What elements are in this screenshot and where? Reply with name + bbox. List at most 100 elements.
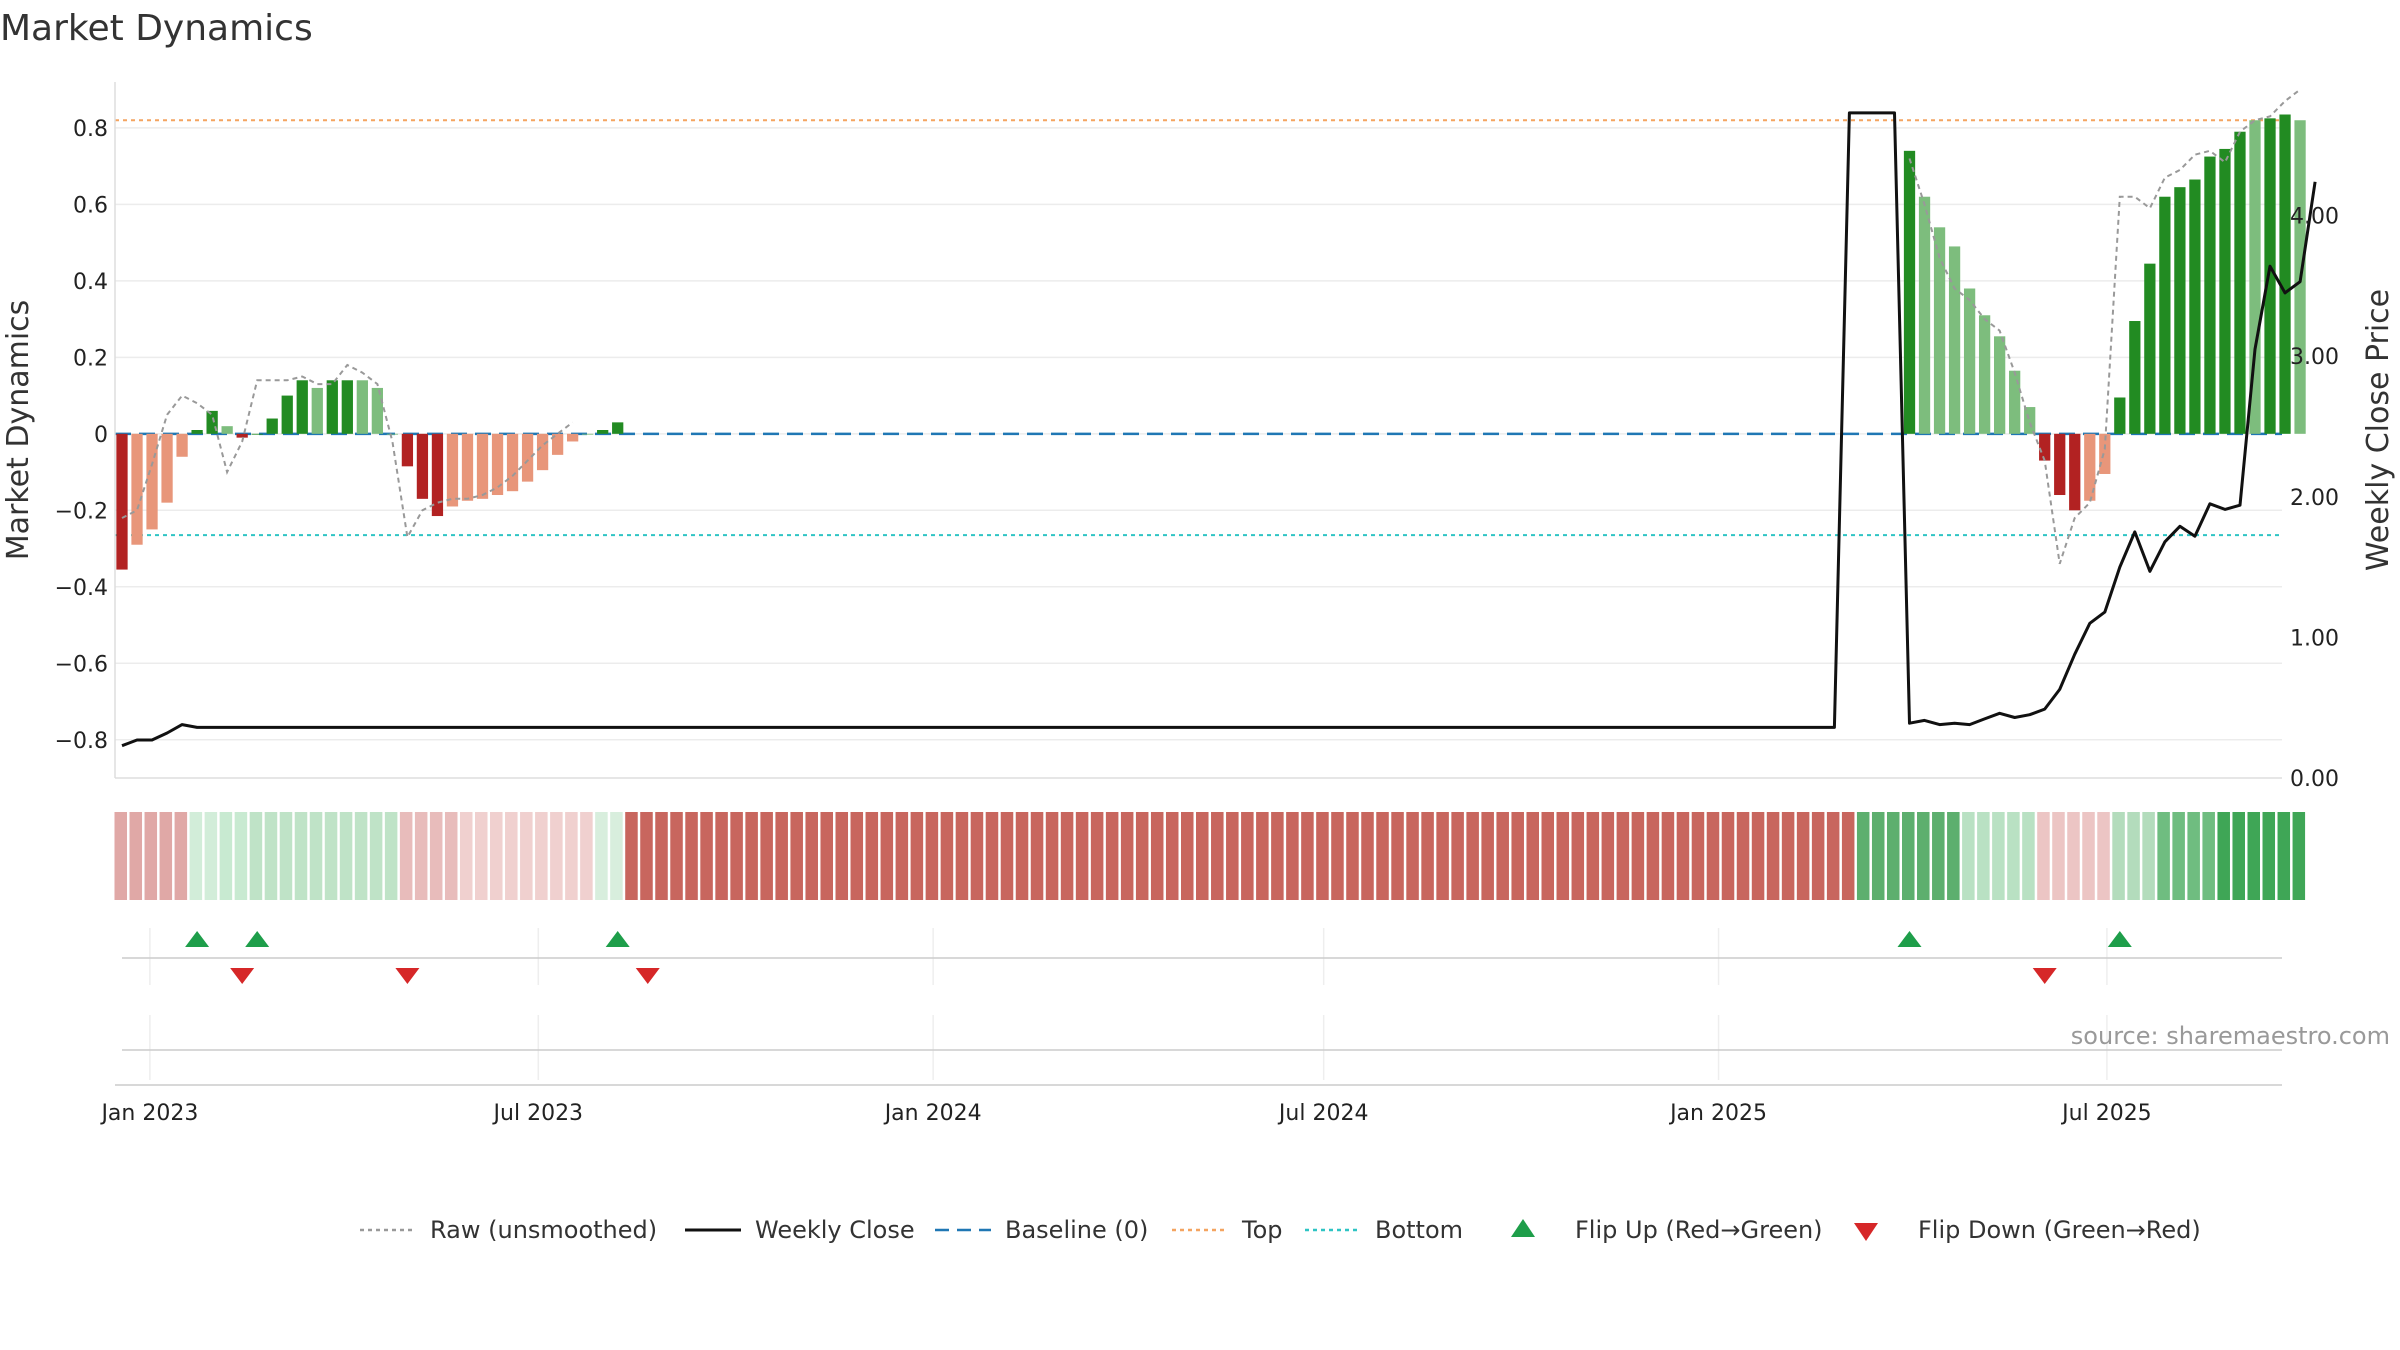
regime-cell [1601,812,1615,900]
regime-cell [1721,812,1735,900]
regime-cell [2067,812,2080,900]
dynamics-bar [597,430,609,434]
dynamics-bar [1978,315,1991,434]
dynamics-bar [311,387,323,434]
axes-layer: −0.8 −0.6 −0.4 −0.2 0 0.2 0.4 0.6 0.8 0.00 1.00 2.0… [1,82,2396,792]
regime-cell [429,812,443,900]
dynamics-bar [176,433,188,457]
regime-cell [2202,812,2215,900]
regime-cell [1286,812,1299,900]
dynamics-bar [386,433,399,435]
regime-cell [940,812,954,900]
regime-cell [790,812,803,900]
regime-cell [805,812,818,900]
y-tick-label: −0.4 [55,576,108,601]
regime-cell [2217,812,2230,900]
dynamics-bar [206,410,218,434]
legend-item: Flip Up (Red→Green) [1511,1216,1823,1244]
regime-cell [1646,812,1660,900]
legend: Raw (unsmoothed) Weekly Close Baseline (0)… [360,1216,2201,1244]
flip-up-marker [185,931,210,947]
regime-cell [1571,812,1585,900]
dynamics-bar [161,433,173,503]
regime-cell [520,812,533,900]
regime-cell [264,812,278,900]
regime-cell [730,812,743,900]
regime-cell [1751,812,1765,900]
dynamics-bar [2189,179,2201,434]
chart-title: Market Dynamics [0,8,313,49]
regime-cell [294,812,308,900]
x-tick-label: Jul 2023 [492,1101,584,1126]
regime-cell [2157,812,2170,900]
dynamics-bar [371,387,383,434]
dynamics-bar [221,426,233,434]
dynamics-bar [2234,131,2246,434]
regime-cell [1977,812,1990,900]
dynamics-bar [146,433,158,530]
legend-item: Bottom [1305,1216,1463,1244]
regime-cell [820,812,834,900]
raw-series-line [1908,88,2301,565]
dynamics-bar [536,433,549,471]
regime-cell [2097,812,2110,900]
regime-cell [399,812,413,900]
regime-cell [1451,812,1464,900]
weekly-close-layer [121,111,2317,748]
regime-cell [1796,812,1810,900]
regime-cell [129,812,143,900]
source-note: source: sharemaestro.com [2071,1022,2390,1050]
dynamics-bar [491,433,504,496]
regime-cell [2052,812,2065,900]
dynamics-bar [2219,148,2231,434]
dynamics-bar [2144,263,2156,434]
regime-cell [910,812,924,900]
regime-cell [1947,812,1960,900]
dynamics-bar [521,433,534,482]
legend-label: Weekly Close [755,1216,915,1244]
regime-cell [550,812,563,900]
dynamics-bar [2084,433,2096,501]
y-axis-label: Market Dynamics [1,300,36,561]
flip-down-marker [2032,968,2057,984]
regime-cell [1406,812,1419,900]
regime-cell [279,812,293,900]
dynamics-bar [1918,196,1931,434]
regime-cell [1211,812,1224,900]
x-tick-label: Jan 2024 [883,1101,982,1126]
regime-cell [625,812,638,900]
flip-up-marker [245,931,270,947]
regime-cell [1871,812,1885,900]
regime-cell [1376,812,1389,900]
dynamics-bar [341,380,353,434]
regime-cell [474,812,488,900]
regime-cell [685,812,698,900]
regime-cell [1180,812,1194,900]
regime-cell [2232,812,2245,900]
dynamics-bar [431,433,444,517]
regime-cell [1886,812,1900,900]
regime-cell [850,812,864,900]
regime-cell [1962,812,1975,900]
regime-cell [1466,812,1479,900]
legend-flip-up-icon [1511,1219,1535,1237]
dynamics-bar [2249,120,2261,434]
regime-cell [925,812,939,900]
x-tick-label: Jan 2025 [1668,1101,1767,1126]
regime-cell [1075,812,1089,900]
y-tick-label: 0.8 [73,117,108,142]
legend-label: Baseline (0) [1005,1216,1148,1244]
regime-cell [2082,812,2095,900]
legend-item: Baseline (0) [935,1216,1148,1244]
y2-tick-label: 3.00 [2290,345,2339,370]
regime-cell [1331,812,1344,900]
dynamics-bar [2024,407,2036,434]
flip-up-marker [605,931,630,947]
dynamics-bar [416,433,429,499]
y-tick-label: 0.6 [73,193,108,218]
regime-cell [114,812,128,900]
x-axis: Jan 2023 Jul 2023 Jan 2024 Jul 2024 Jan 2025… [99,1101,2151,1126]
regime-cell [580,812,593,900]
regime-cell [1030,812,1044,900]
